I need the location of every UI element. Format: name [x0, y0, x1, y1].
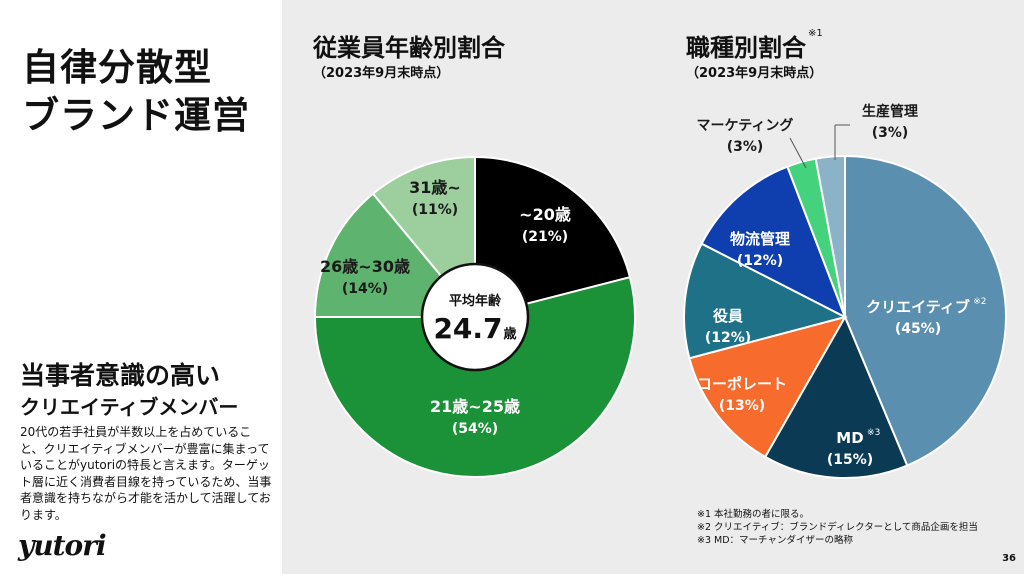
pie1-leader-5 [789, 137, 807, 169]
pie0-value-3: (11%) [412, 202, 458, 218]
job-chart-title: 職種別割合※1 [686, 28, 823, 63]
footnote-1: ※1 本社勤務の者に限る。 [697, 509, 810, 520]
pie1-slice-2 [688, 315, 848, 459]
pie0-label-0: ~20歳 [519, 205, 571, 224]
body-text: 20代の若手社員が半数以上を占めていること、クリエイティブメンバーが豊富に集まっ… [20, 425, 272, 522]
average-age-unit: 歳 [503, 326, 516, 342]
pie0-slice-1 [313, 275, 636, 478]
pie0-label-2: 26歳~30歳 [320, 257, 410, 276]
pie1-slice-6 [814, 154, 846, 318]
pie1-label-6: 生産管理 [862, 103, 918, 120]
pie1-slice-1 [763, 314, 909, 479]
pie1-value-4: (12%) [737, 253, 783, 269]
age-chart-subtitle: （2023年9月末時点） [313, 66, 450, 81]
age-chart-title: 従業員年齢別割合 [313, 34, 505, 62]
average-age-label: 平均年齢 [449, 293, 502, 309]
pie1-value-0: (45%) [895, 321, 941, 337]
footnote-3: ※3 MD：マーチャンダイザーの略称 [697, 535, 853, 546]
pie1-value-3: (12%) [705, 330, 751, 346]
pie1-value-2: (13%) [719, 398, 765, 414]
sub-heading-line-1: 当事者意識の高い [20, 361, 221, 390]
pie1-note-0: ※2 [973, 297, 986, 307]
average-age-circle [420, 262, 530, 372]
average-age-value: 24.7 [433, 312, 502, 345]
pie1-label-5: マーケティング [697, 117, 794, 134]
pie0-label-3: 31歳~ [409, 178, 461, 197]
pie1-value-6: (3%) [872, 125, 909, 141]
pie0-label-1: 21歳~25歳 [430, 397, 520, 416]
job-chart-title-text: 職種別割合 [686, 34, 806, 62]
sub-heading-line-2: クリエイティブメンバー [20, 395, 239, 419]
pie1-label-2: コーポレート [697, 375, 787, 393]
pie0-value-1: (54%) [452, 421, 498, 437]
pie0-slice-0 [474, 155, 632, 319]
pie1-label-1: MD [836, 429, 863, 447]
job-chart-subtitle: （2023年9月末時点） [686, 66, 823, 81]
pie1-label-0: クリエイティブ [866, 298, 970, 316]
sub-heading: 当事者意識の高い クリエイティブメンバー [20, 360, 238, 422]
footnotes: ※1 本社勤務の者に限る。 ※2 クリエイティブ：ブランドディレクターとして商品… [697, 508, 978, 547]
main-title-line-2: ブランド運営 [22, 94, 250, 137]
main-title: 自律分散型 ブランド運営 [22, 44, 250, 140]
pie1-slice-3 [683, 242, 848, 360]
pie1-label-3: 役員 [713, 307, 743, 325]
pie1-value-1: (15%) [827, 452, 873, 468]
pie0-value-0: (21%) [522, 229, 568, 245]
pie1-note-1: ※3 [867, 428, 880, 438]
job-chart-title-note: ※1 [808, 28, 823, 39]
pie0-value-2: (14%) [342, 281, 388, 297]
pie1-value-5: (3%) [727, 139, 764, 155]
pie1-label-4: 物流管理 [730, 230, 790, 248]
footnote-2: ※2 クリエイティブ：ブランドディレクターとして商品企画を担当 [697, 522, 978, 533]
yutori-logo: yutori [18, 529, 107, 562]
page-number: 36 [1002, 553, 1016, 564]
pie1-slice-4 [700, 165, 847, 320]
main-title-line-1: 自律分散型 [22, 46, 212, 89]
left-panel: 自律分散型 ブランド運営 当事者意識の高い クリエイティブメンバー 20代の若手… [0, 0, 282, 574]
pie1-slice-0 [844, 154, 1008, 467]
